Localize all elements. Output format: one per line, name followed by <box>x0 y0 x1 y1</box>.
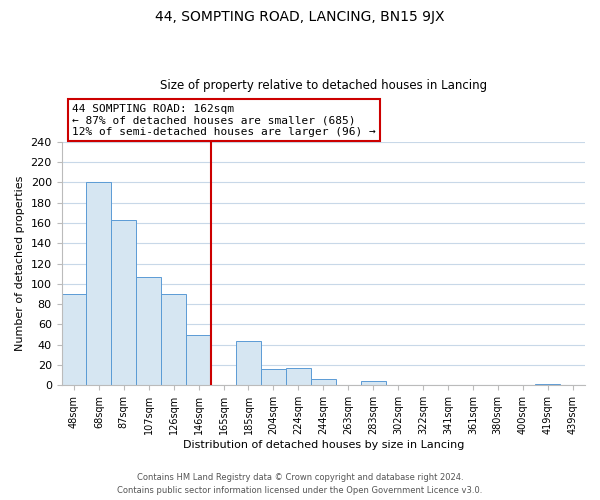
Bar <box>186 334 211 386</box>
Bar <box>535 384 560 386</box>
Title: Size of property relative to detached houses in Lancing: Size of property relative to detached ho… <box>160 79 487 92</box>
X-axis label: Distribution of detached houses by size in Lancing: Distribution of detached houses by size … <box>182 440 464 450</box>
Bar <box>361 382 386 386</box>
Bar <box>236 340 261 386</box>
Text: 44, SOMPTING ROAD, LANCING, BN15 9JX: 44, SOMPTING ROAD, LANCING, BN15 9JX <box>155 10 445 24</box>
Bar <box>86 182 112 386</box>
Text: Contains HM Land Registry data © Crown copyright and database right 2024.
Contai: Contains HM Land Registry data © Crown c… <box>118 473 482 495</box>
Bar <box>62 294 86 386</box>
Text: 44 SOMPTING ROAD: 162sqm
← 87% of detached houses are smaller (685)
12% of semi-: 44 SOMPTING ROAD: 162sqm ← 87% of detach… <box>72 104 376 137</box>
Bar <box>112 220 136 386</box>
Bar <box>286 368 311 386</box>
Bar <box>136 277 161 386</box>
Bar <box>161 294 186 386</box>
Bar <box>311 380 336 386</box>
Bar <box>261 369 286 386</box>
Y-axis label: Number of detached properties: Number of detached properties <box>15 176 25 351</box>
